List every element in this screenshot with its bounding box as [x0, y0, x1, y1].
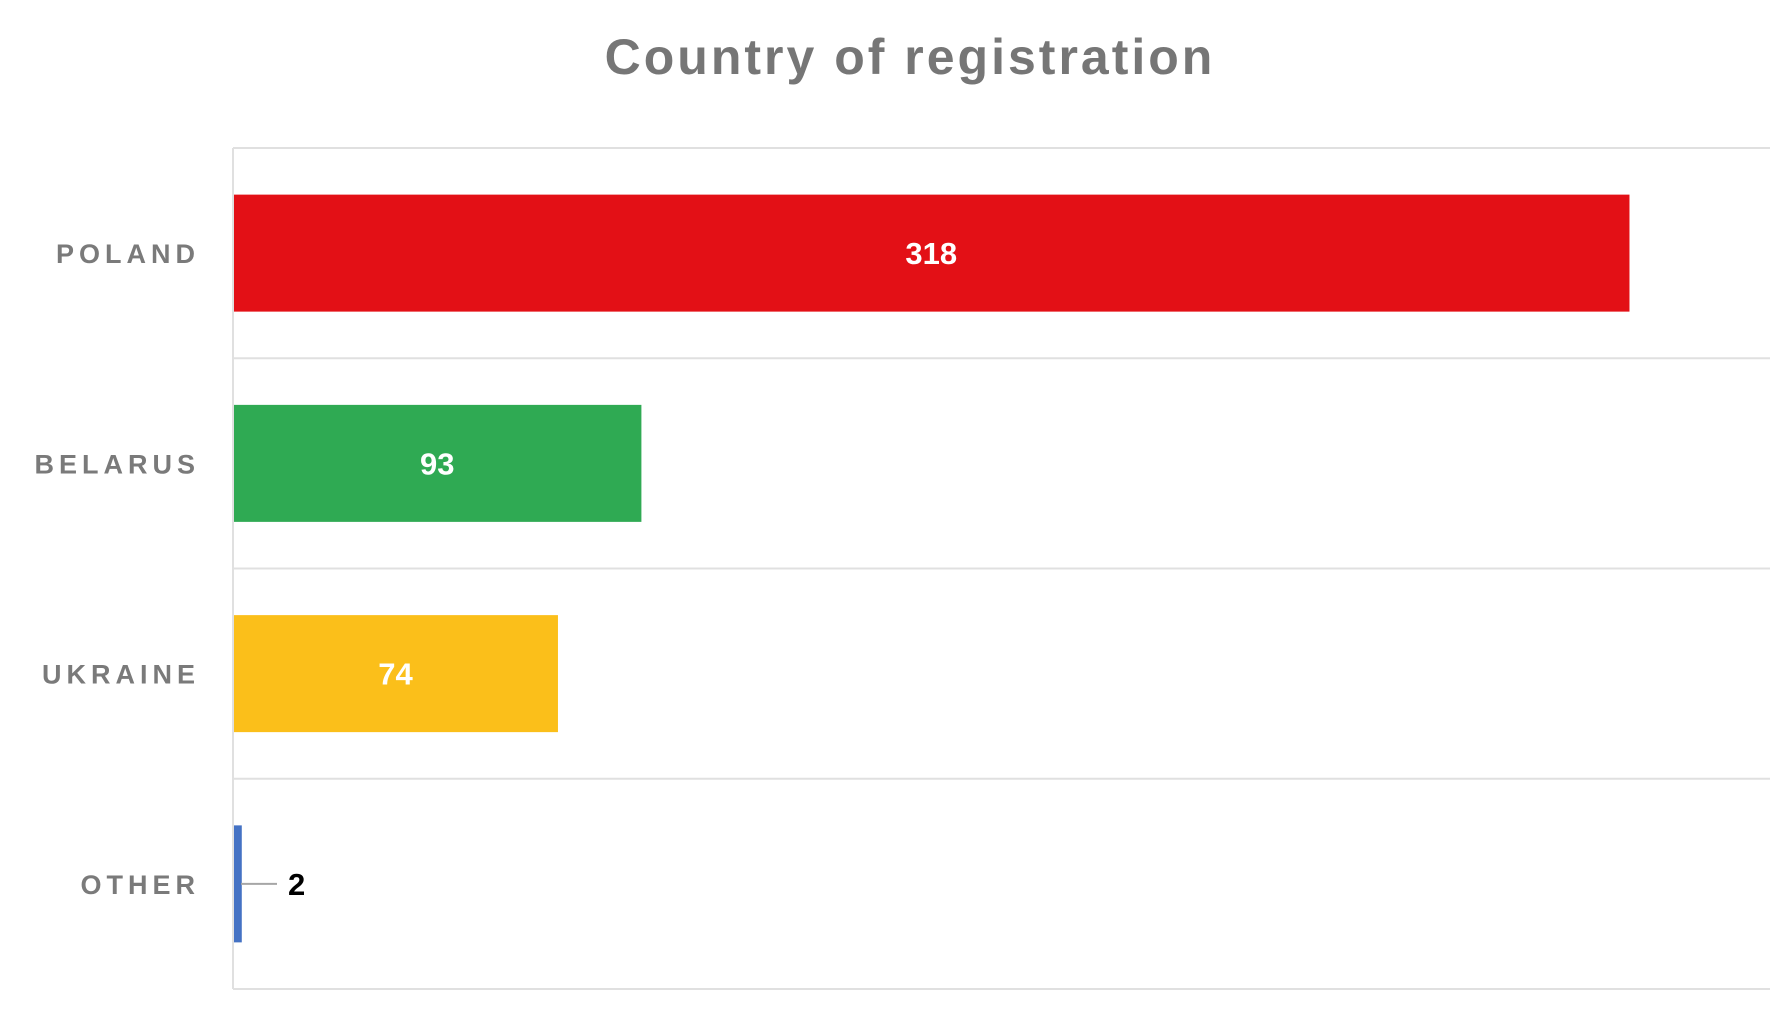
chart-title: Country of registration: [604, 29, 1216, 85]
category-label-ukraine: UKRAINE: [42, 660, 200, 690]
data-label-other: 2: [288, 867, 305, 902]
data-label-poland: 318: [905, 236, 957, 271]
bar-ukraine: [234, 615, 558, 733]
data-label-belarus: 93: [420, 446, 454, 481]
bar-other: [234, 825, 242, 943]
data-label-ukraine: 74: [378, 657, 413, 692]
bar-belarus: [234, 404, 642, 522]
category-label-belarus: BELARUS: [34, 449, 200, 479]
category-label-other: OTHER: [81, 870, 201, 900]
bar-poland: [234, 194, 1630, 312]
category-label-poland: POLAND: [56, 239, 200, 269]
